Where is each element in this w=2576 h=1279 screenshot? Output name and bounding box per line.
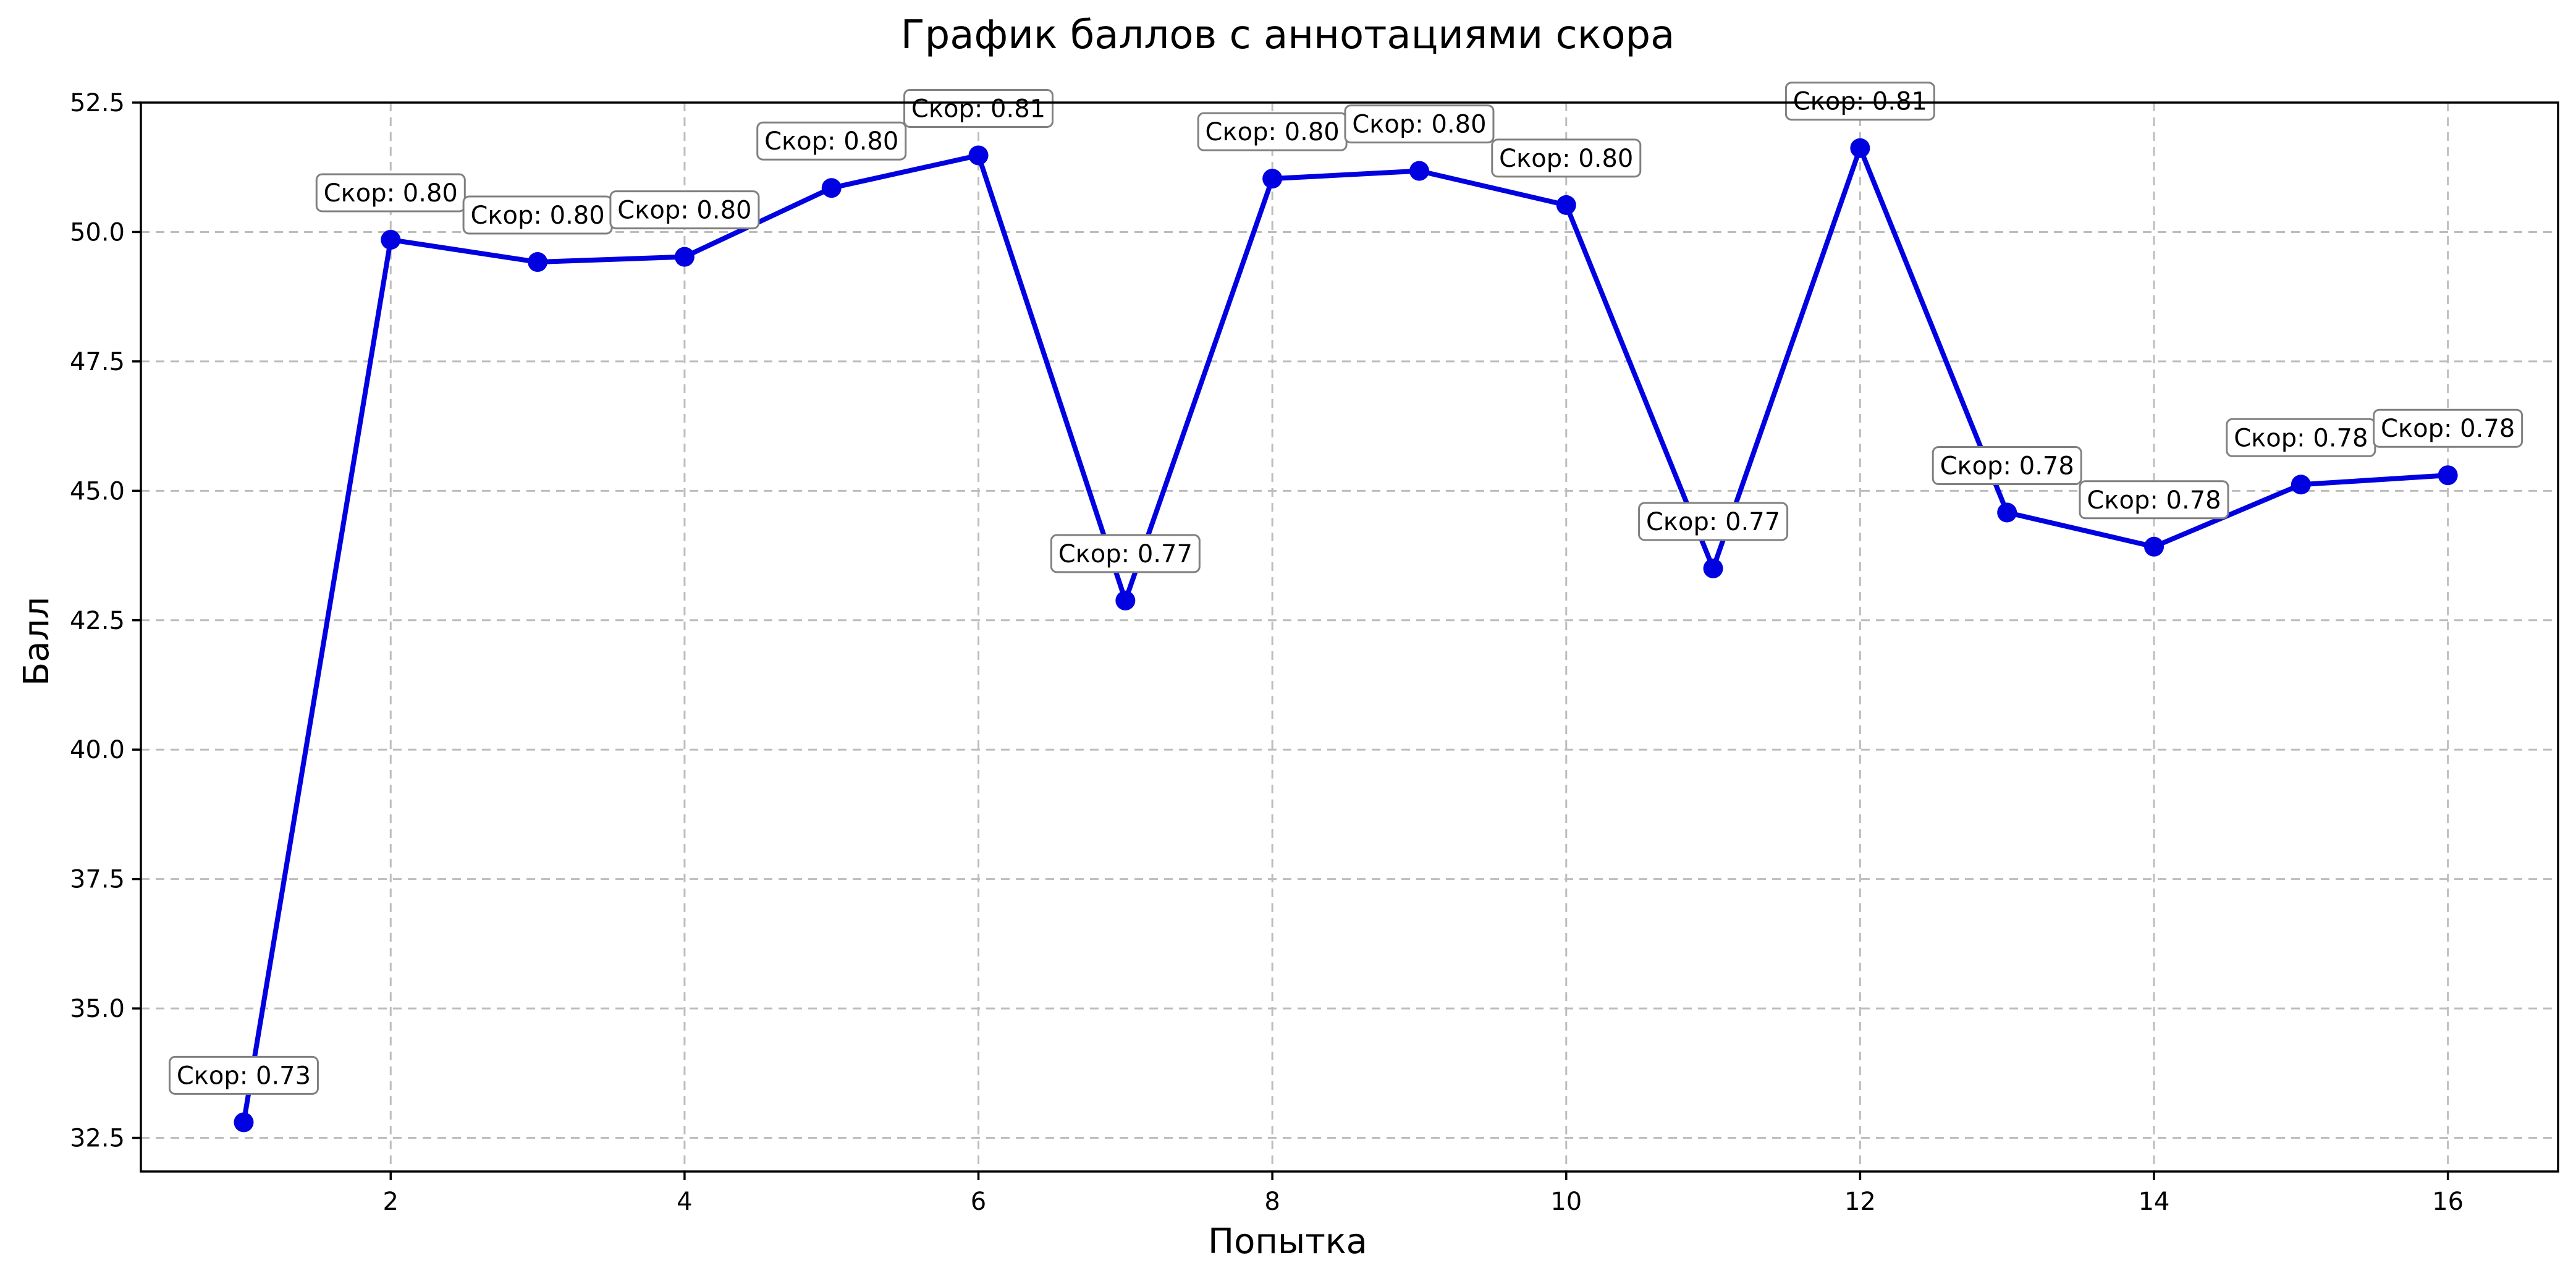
score-point xyxy=(1850,138,1870,158)
y-tick-label: 37.5 xyxy=(70,866,125,894)
annotation-box xyxy=(756,121,907,161)
x-tick-label: 6 xyxy=(971,1188,986,1216)
y-tick-label: 40.0 xyxy=(70,736,125,764)
plot-frame xyxy=(140,101,2559,1173)
annotation-label: Скор: 0.80 xyxy=(470,201,604,230)
x-axis-label: Попытка xyxy=(1208,1222,1367,1262)
score-point xyxy=(821,178,842,198)
annotation-label: Скор: 0.78 xyxy=(2234,424,2368,452)
score-point xyxy=(381,230,401,250)
x-tick-label: 16 xyxy=(2432,1188,2464,1216)
score-point xyxy=(1703,558,1723,578)
series-line xyxy=(234,138,2458,1133)
score-point xyxy=(674,247,695,267)
score-point xyxy=(234,1112,254,1133)
score-point xyxy=(1997,502,2017,523)
annotation-label: Скор: 0.80 xyxy=(1206,118,1340,146)
chart-title: График баллов с аннотациями скора xyxy=(901,12,1675,58)
y-tick-label: 32.5 xyxy=(70,1125,125,1153)
annotation-label: Скор: 0.78 xyxy=(2381,415,2515,443)
annotation-label: Скор: 0.80 xyxy=(1499,145,1633,173)
score-point xyxy=(968,145,989,166)
y-tick-label: 50.0 xyxy=(70,218,125,247)
annotation-label: Скор: 0.80 xyxy=(324,179,458,208)
score-point xyxy=(2438,465,2458,486)
x-tick-label: 12 xyxy=(1844,1188,1876,1216)
grid-lines xyxy=(141,101,2558,1171)
x-tick-label: 2 xyxy=(383,1188,399,1216)
score-point xyxy=(1115,590,1136,610)
y-tick-label: 42.5 xyxy=(70,607,125,635)
score-point xyxy=(528,252,548,272)
score-point xyxy=(1556,195,1576,215)
annotation-label: Скор: 0.80 xyxy=(764,127,898,156)
annotation-box xyxy=(2079,480,2229,520)
score-point xyxy=(1409,161,1429,181)
score-point xyxy=(1262,169,1283,189)
annotation-box xyxy=(1784,82,1935,121)
annotation-box xyxy=(168,1055,319,1095)
annotation-label: Скор: 0.80 xyxy=(1352,111,1486,139)
x-tick-label: 8 xyxy=(1264,1188,1280,1216)
score-annotations: Скор: 0.73 Скор: 0.80 Скор: 0.80 Скор: 0.80… xyxy=(168,82,2523,1095)
annotation-label: Скор: 0.80 xyxy=(617,196,751,225)
annotation-box xyxy=(2373,408,2523,448)
annotation-box xyxy=(1491,138,1642,178)
annotation-label: Скор: 0.81 xyxy=(911,95,1045,123)
annotation-box xyxy=(1344,104,1495,144)
annotation-label: Скор: 0.77 xyxy=(1646,508,1780,536)
annotation-label: Скор: 0.78 xyxy=(2087,486,2221,515)
y-tick-label: 47.5 xyxy=(70,348,125,376)
annotation-label: Скор: 0.73 xyxy=(177,1062,311,1090)
x-tick-label: 4 xyxy=(677,1188,692,1216)
y-tick-label: 35.0 xyxy=(70,995,125,1023)
annotation-box xyxy=(903,88,1054,128)
annotation-box xyxy=(1932,446,2082,486)
x-tick-label: 10 xyxy=(1550,1188,1582,1216)
y-axis-label: Балл xyxy=(17,597,57,686)
y-tick-label: 52.5 xyxy=(70,89,125,117)
annotation-label: Скор: 0.77 xyxy=(1058,540,1193,568)
x-tick-label: 14 xyxy=(2139,1188,2170,1216)
y-tick-label: 45.0 xyxy=(70,477,125,505)
score-point xyxy=(2144,536,2164,557)
score-point xyxy=(2291,475,2311,495)
annotation-box xyxy=(609,190,760,230)
annotation-box xyxy=(1050,534,1201,573)
axis-ticks: 2 4 6 8 10 12 14 16 32.5 35.0 37.5 40.0 42.5 45.0 47.5… xyxy=(70,89,2464,1216)
annotation-label: Скор: 0.78 xyxy=(1940,452,2074,481)
annotation-box xyxy=(1638,502,1789,541)
score-line xyxy=(241,145,2448,1123)
annotation-box xyxy=(315,173,466,213)
